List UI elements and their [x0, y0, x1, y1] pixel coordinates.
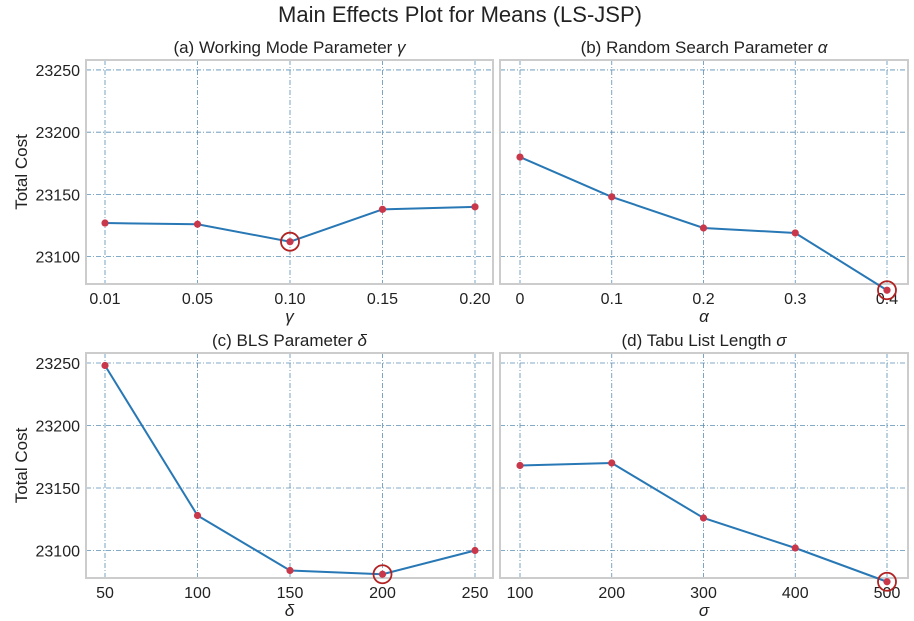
data-point — [791, 229, 799, 237]
data-point — [608, 193, 616, 201]
data-point — [101, 219, 109, 227]
panel-title: (a) Working Mode Parameter γ — [173, 38, 407, 57]
figure-suptitle: Main Effects Plot for Means (LS-JSP) — [278, 2, 642, 27]
panel-a: (a) Working Mode Parameter γ 23100 23150 23… — [12, 38, 494, 326]
optimal-point-marker — [372, 564, 393, 585]
x-tick-label: 0.2 — [692, 291, 714, 308]
x-tick-label: 0.1 — [601, 291, 623, 308]
y-tick-label: 23150 — [36, 481, 81, 498]
x-tick-label: 0.20 — [459, 291, 490, 308]
panel-b: (b) Random Search Parameter α0 0.1 0.2 0.3 0… — [499, 38, 909, 326]
data-point — [378, 570, 387, 578]
panel-title-symbol: γ — [397, 38, 407, 57]
y-tick-label: 23100 — [36, 544, 81, 561]
data-point — [516, 461, 524, 470]
panel-title: (d) Tabu List Length σ — [622, 331, 788, 350]
panel-title-symbol: σ — [776, 331, 787, 350]
panel-title-symbol: α — [818, 38, 829, 57]
x-tick-label: 0.15 — [367, 291, 398, 308]
panel-frame — [85, 352, 494, 579]
data-point — [699, 224, 708, 232]
x-tick-label: 150 — [277, 585, 304, 602]
panel-title-text: (a) Working Mode Parameter — [173, 38, 397, 57]
panel-title-text: (c) BLS Parameter — [212, 331, 358, 350]
panel-frame — [85, 59, 494, 285]
data-point — [101, 361, 109, 370]
data-point — [286, 566, 294, 575]
y-tick-label: 23200 — [36, 419, 81, 436]
y-tick-label: 23150 — [36, 187, 81, 204]
panel-title-symbol: δ — [358, 331, 368, 350]
y-axis-label: Total Cost — [12, 427, 31, 503]
panel-frame — [499, 59, 909, 285]
panels-container: (a) Working Mode Parameter γ 23100 23150 23… — [12, 38, 909, 620]
panel-d: (d) Tabu List Length σ 100 200 300 400 500 σ — [499, 331, 909, 620]
y-tick-label: 23250 — [36, 356, 81, 373]
x-tick-label: 500 — [874, 585, 901, 602]
x-tick-label: 0.01 — [89, 291, 120, 308]
x-tick-label: 100 — [184, 585, 211, 602]
x-tick-label: 0.3 — [784, 291, 806, 308]
x-tick-label: 0.05 — [182, 291, 213, 308]
y-axis-label: Total Cost — [12, 134, 31, 210]
data-point — [516, 153, 524, 161]
y-tick-label: 23250 — [36, 63, 81, 80]
x-tick-label: 200 — [598, 585, 625, 602]
data-point — [471, 546, 479, 555]
x-tick-label: 100 — [507, 585, 534, 602]
x-tick-label: 250 — [462, 585, 489, 602]
x-axis-label: γ — [285, 307, 295, 326]
x-tick-label: 0 — [516, 291, 525, 308]
data-point — [193, 220, 202, 228]
panel-title: (c) BLS Parameter δ — [212, 331, 368, 350]
x-axis-label: σ — [699, 601, 710, 620]
x-tick-label: 400 — [782, 585, 809, 602]
data-point — [378, 205, 387, 213]
x-tick-label: 300 — [690, 585, 717, 602]
panel-title-text: (d) Tabu List Length — [622, 331, 777, 350]
data-point — [883, 286, 891, 294]
x-axis-label: δ — [285, 601, 295, 620]
y-tick-label: 23200 — [36, 125, 81, 142]
data-point — [791, 544, 799, 552]
x-axis-label: α — [699, 307, 710, 326]
x-tick-label: 200 — [369, 585, 396, 602]
optimal-point-marker — [877, 280, 897, 301]
data-point — [699, 514, 708, 522]
panel-title: (b) Random Search Parameter α — [581, 38, 829, 57]
panel-title-text: (b) Random Search Parameter — [581, 38, 818, 57]
data-point — [193, 511, 202, 520]
panel-c: (c) BLS Parameter δ 23100 23150 23200 23250 5… — [12, 331, 494, 620]
y-tick-label: 23100 — [36, 250, 81, 267]
data-point — [286, 238, 294, 246]
data-point — [883, 578, 891, 586]
data-point — [608, 459, 616, 467]
data-point — [471, 203, 479, 211]
x-tick-label: 50 — [96, 585, 114, 602]
optimal-point-marker — [877, 571, 897, 592]
x-tick-label: 0.10 — [274, 291, 305, 308]
optimal-point-marker — [280, 231, 300, 252]
panel-frame — [499, 352, 909, 579]
